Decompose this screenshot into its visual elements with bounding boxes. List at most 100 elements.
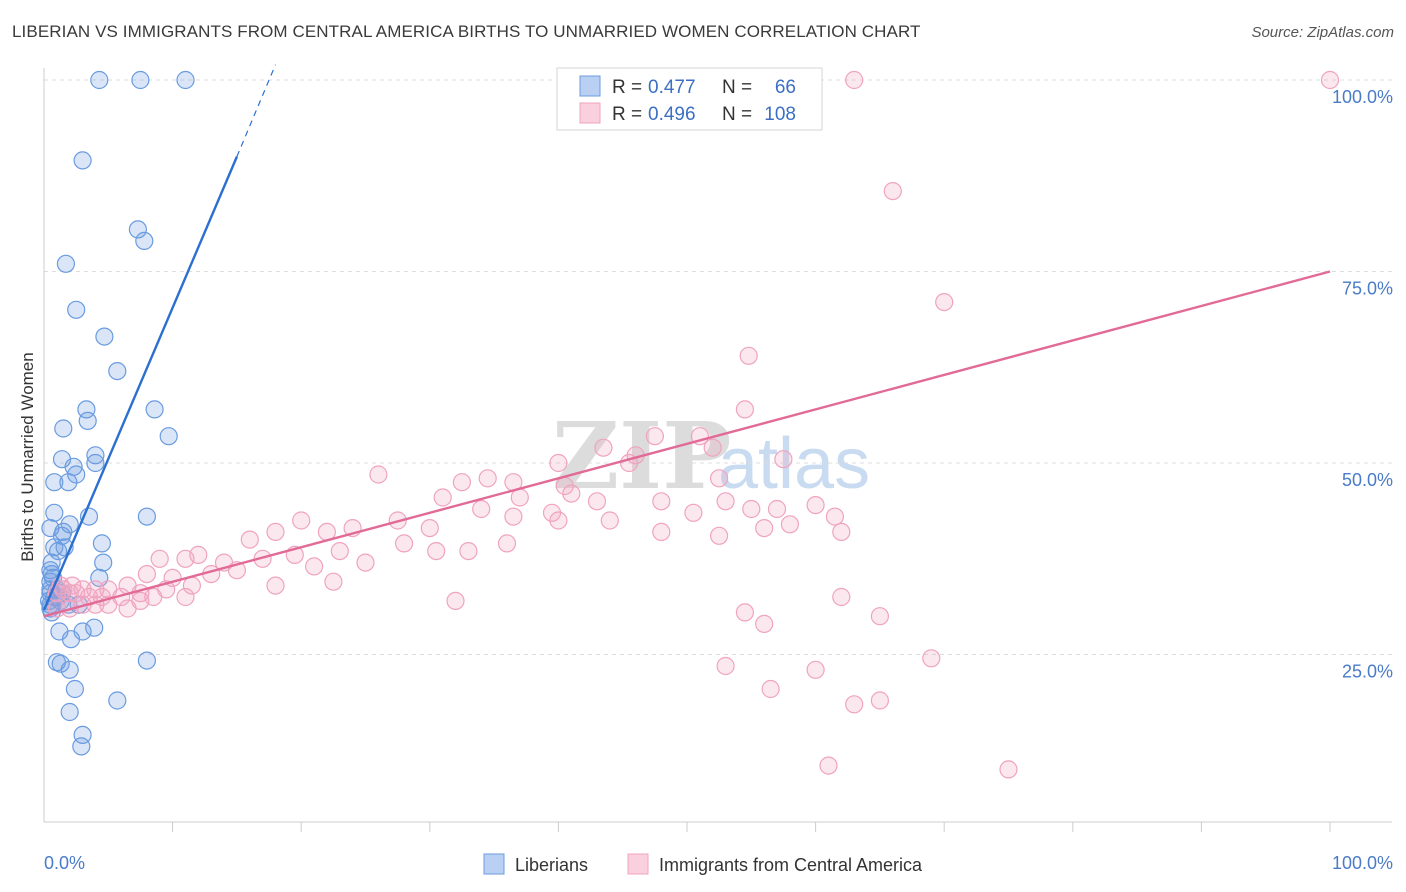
stats-r-label-immigrants: R = xyxy=(612,104,642,125)
point-liberians xyxy=(95,327,114,346)
point-immigrants xyxy=(845,70,864,90)
ticks: 25.0% 50.0% 75.0% 100.0% 0.0% 100.0% xyxy=(44,87,1393,873)
point-liberians xyxy=(85,618,104,637)
point-liberians xyxy=(108,362,127,381)
point-immigrants xyxy=(594,438,613,457)
legend-label-immigrants: Immigrants from Central America xyxy=(659,855,923,875)
point-immigrants xyxy=(845,695,864,714)
y-tick-label: 50.0% xyxy=(1342,470,1393,490)
point-immigrants xyxy=(716,492,735,511)
legend-label-liberians: Liberians xyxy=(515,855,588,875)
point-liberians xyxy=(94,553,113,572)
stats-n-label-liberians: N = xyxy=(722,77,752,98)
point-immigrants xyxy=(472,499,491,519)
point-immigrants xyxy=(709,469,729,488)
point-liberians xyxy=(108,691,127,710)
point-immigrants xyxy=(774,450,793,469)
point-immigrants xyxy=(144,587,163,607)
stats-r-value-immigrants: 0.496 xyxy=(648,104,696,125)
axes xyxy=(43,68,1392,823)
point-immigrants xyxy=(330,541,349,561)
point-immigrants xyxy=(735,400,755,419)
point-immigrants xyxy=(324,572,343,591)
point-immigrants xyxy=(63,576,82,595)
point-immigrants xyxy=(870,607,890,626)
point-immigrants xyxy=(742,499,761,519)
stats-legend-frame xyxy=(556,67,823,131)
legend-swatch-liberians xyxy=(483,853,505,875)
point-immigrants xyxy=(433,488,452,507)
point-liberians xyxy=(73,151,92,170)
point-liberians xyxy=(65,679,85,699)
point-liberians xyxy=(135,231,154,250)
point-immigrants xyxy=(739,346,758,365)
point-liberians xyxy=(61,630,81,649)
point-immigrants xyxy=(780,515,800,534)
point-liberians xyxy=(48,541,68,561)
point-immigrants xyxy=(176,587,195,607)
point-immigrants xyxy=(459,541,478,561)
point-immigrants xyxy=(652,522,671,542)
point-immigrants xyxy=(935,293,954,312)
point-liberians xyxy=(56,254,76,273)
point-immigrants xyxy=(420,518,439,538)
point-immigrants xyxy=(240,530,259,549)
legend-swatch-immigrants xyxy=(627,853,649,875)
point-immigrants xyxy=(305,557,324,576)
point-immigrants xyxy=(549,511,568,530)
point-liberians xyxy=(86,446,105,465)
point-immigrants xyxy=(510,488,529,507)
point-liberians xyxy=(59,473,78,492)
point-immigrants xyxy=(150,549,169,568)
point-immigrants xyxy=(562,484,581,503)
point-immigrants xyxy=(497,534,517,553)
point-immigrants xyxy=(292,511,311,530)
x-tick-label: 0.0% xyxy=(44,853,85,873)
point-liberians xyxy=(86,453,105,473)
point-immigrants xyxy=(356,553,375,572)
point-immigrants xyxy=(427,541,446,561)
point-liberians xyxy=(176,70,195,90)
point-immigrants xyxy=(999,760,1018,779)
chart-title: LIBERIAN VS IMMIGRANTS FROM CENTRAL AMER… xyxy=(12,22,921,41)
point-immigrants xyxy=(761,679,780,699)
point-immigrants xyxy=(452,473,471,492)
point-immigrants xyxy=(703,438,722,457)
point-immigrants xyxy=(716,656,735,676)
point-immigrants xyxy=(369,465,388,484)
point-liberians xyxy=(67,465,86,484)
point-immigrants xyxy=(832,522,851,542)
chart-source: Source: ZipAtlas.com xyxy=(1251,24,1394,41)
point-liberians xyxy=(54,419,73,438)
trend-lines xyxy=(42,64,1331,618)
stats-n-label-immigrants: N = xyxy=(722,104,752,125)
trend-line-liberians-extension xyxy=(236,64,277,157)
point-immigrants xyxy=(922,649,941,668)
point-immigrants xyxy=(755,614,774,634)
y-tick-label: 25.0% xyxy=(1342,662,1393,682)
point-liberians xyxy=(137,651,156,670)
gridlines xyxy=(44,79,1392,655)
point-immigrants xyxy=(266,576,285,595)
y-axis-label: Births to Unmarried Women xyxy=(18,352,37,561)
point-immigrants xyxy=(645,427,665,446)
point-immigrants xyxy=(735,603,755,622)
point-liberians xyxy=(73,725,92,745)
point-immigrants xyxy=(806,496,825,515)
point-immigrants xyxy=(446,591,465,611)
point-immigrants xyxy=(652,492,671,511)
point-liberians xyxy=(60,702,79,722)
point-immigrants xyxy=(1320,70,1340,90)
point-immigrants xyxy=(86,580,105,599)
point-immigrants xyxy=(587,492,607,511)
point-immigrants xyxy=(684,503,703,522)
point-liberians xyxy=(78,411,97,430)
x-tick-label: 100.0% xyxy=(1332,853,1393,873)
point-liberians xyxy=(45,473,64,492)
point-immigrants xyxy=(137,564,156,584)
point-liberians xyxy=(90,70,109,90)
stats-legend-swatch-liberians xyxy=(579,75,601,97)
point-liberians xyxy=(67,300,86,319)
point-liberians xyxy=(92,534,112,553)
